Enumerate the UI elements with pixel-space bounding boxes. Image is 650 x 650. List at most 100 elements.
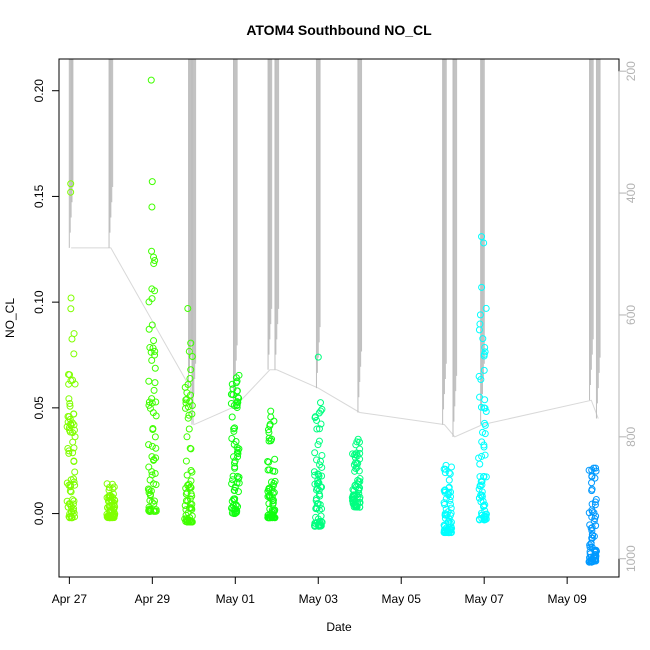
data-point <box>351 481 359 489</box>
data-point <box>356 445 364 453</box>
data-point <box>446 496 454 504</box>
data-point <box>235 394 243 402</box>
data-point <box>475 372 483 380</box>
data-point <box>478 233 486 241</box>
data-point <box>71 468 79 476</box>
data-point <box>188 518 196 526</box>
data-point <box>314 353 322 361</box>
data-point <box>315 409 323 417</box>
y-tick-label: 0.05 <box>32 396 46 420</box>
x-axis-label: Date <box>326 620 352 634</box>
data-point <box>266 420 274 428</box>
data-point <box>70 410 78 418</box>
data-point <box>311 471 319 479</box>
data-point <box>187 339 195 347</box>
right-axis-series-trace <box>71 247 599 438</box>
data-point <box>352 498 360 506</box>
data-point <box>481 396 489 404</box>
data-point <box>148 468 156 476</box>
data-point <box>586 548 594 556</box>
data-point <box>232 374 240 382</box>
data-point <box>311 414 319 422</box>
x-tick-label: May 05 <box>382 592 422 606</box>
data-point <box>586 543 594 551</box>
data-point <box>271 455 279 463</box>
data-point <box>186 500 194 508</box>
data-point <box>183 389 191 397</box>
data-point <box>67 305 75 313</box>
data-point <box>481 343 489 351</box>
data-point <box>145 489 153 497</box>
data-point <box>70 350 78 358</box>
data-point <box>228 380 236 388</box>
data-point <box>314 470 322 478</box>
right-tick-label: 600 <box>624 305 638 325</box>
data-point <box>476 311 484 319</box>
data-point <box>587 524 595 532</box>
right-axis: 200 400 600 800 1000 <box>618 61 638 572</box>
data-point <box>265 486 273 494</box>
data-point <box>151 256 159 264</box>
data-point <box>311 449 319 457</box>
right-tick-label: 800 <box>624 427 638 447</box>
data-point <box>590 557 598 565</box>
data-point <box>356 475 364 483</box>
data-point <box>441 469 449 477</box>
data-point <box>151 364 159 372</box>
data-point <box>229 385 237 393</box>
data-point <box>148 442 156 450</box>
data-point <box>440 521 448 529</box>
data-point <box>480 352 488 360</box>
data-point <box>265 511 273 519</box>
data-point <box>231 484 239 492</box>
data-point <box>592 496 600 504</box>
data-point <box>184 304 192 312</box>
data-point <box>151 287 159 295</box>
data-point <box>187 466 195 474</box>
data-point <box>151 433 159 441</box>
data-point <box>442 461 450 469</box>
data-point <box>265 434 273 442</box>
data-point <box>148 395 156 403</box>
data-point <box>266 494 274 502</box>
data-point <box>356 478 364 486</box>
data-point <box>146 507 154 515</box>
data-point <box>70 475 78 483</box>
data-point <box>445 529 453 537</box>
data-point <box>478 428 486 436</box>
data-point <box>105 484 113 492</box>
data-point <box>588 485 596 493</box>
data-point <box>355 486 363 494</box>
data-point <box>478 283 486 291</box>
data-point <box>182 506 190 514</box>
x-tick-label: May 03 <box>299 592 339 606</box>
data-point <box>182 457 190 465</box>
data-point <box>231 495 239 503</box>
data-point <box>266 484 274 492</box>
data-point <box>317 407 325 415</box>
data-point <box>352 459 360 467</box>
data-point <box>441 514 449 522</box>
data-point <box>264 511 272 519</box>
data-point <box>269 501 277 509</box>
data-point <box>314 441 322 449</box>
data-point <box>585 466 593 474</box>
data-point <box>317 420 325 428</box>
data-point <box>232 509 240 517</box>
data-point <box>151 497 159 505</box>
data-point <box>315 425 323 433</box>
data-point <box>481 512 489 520</box>
data-point <box>588 543 596 551</box>
data-point <box>316 492 324 500</box>
data-point <box>150 500 158 508</box>
data-point <box>480 239 488 247</box>
data-point <box>185 347 193 355</box>
data-point <box>267 407 275 415</box>
data-point <box>182 511 190 519</box>
data-point <box>233 387 241 395</box>
data-point <box>315 522 323 530</box>
data-point <box>480 366 488 374</box>
data-point <box>233 404 241 412</box>
data-point <box>440 465 448 473</box>
data-point <box>478 488 486 496</box>
